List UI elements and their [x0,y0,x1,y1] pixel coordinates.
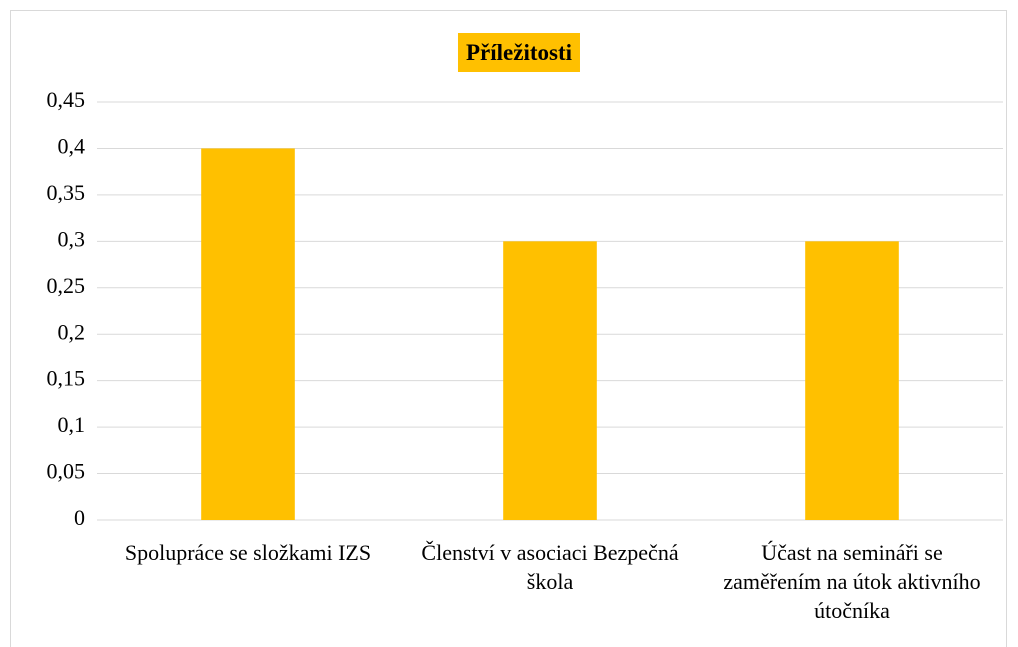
x-tick-label: Spolupráce se složkami IZS [124,540,372,565]
y-tick-label: 0,05 [47,459,86,484]
y-tick-label: 0,25 [47,273,86,298]
bar [503,241,597,521]
chart-border [10,10,1007,647]
y-tick-label: 0,45 [47,87,86,112]
y-tick-label: 0,1 [58,412,86,437]
y-tick-label: 0,3 [58,226,86,251]
y-tick-label: 0,4 [58,133,86,158]
y-tick-label: 0,2 [58,319,86,344]
chart-title: Příležitosti [457,33,581,72]
x-tick-label: Členství v asociaci Bezpečná škola [421,540,679,594]
y-tick-label: 0,35 [47,180,86,205]
bar [805,241,899,521]
y-tick-label: 0 [74,505,85,530]
x-tick-label: Účast na semináři se zaměřením na útok a… [723,540,981,623]
bar [201,148,295,520]
y-tick-label: 0,15 [47,366,86,391]
